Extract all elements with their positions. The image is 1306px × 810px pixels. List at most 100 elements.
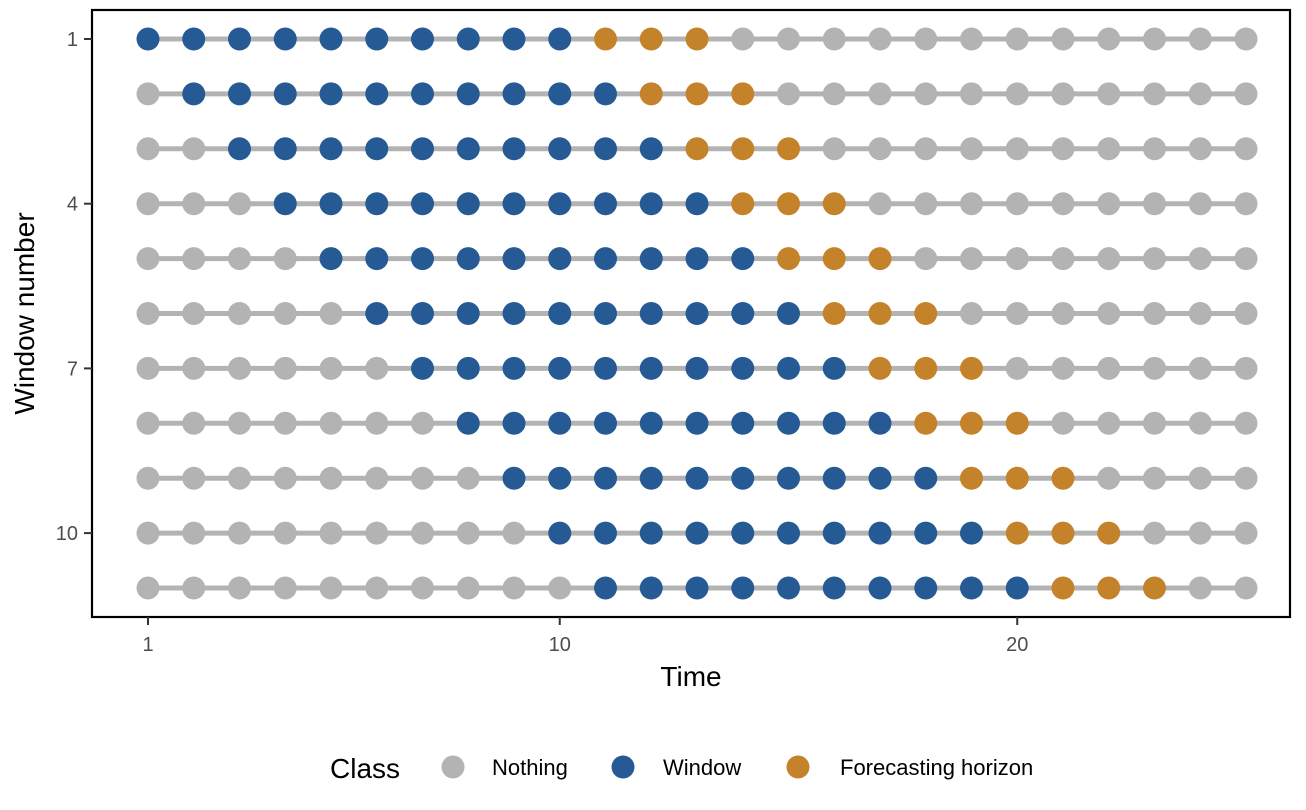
x-axis-ticks: 1 10 20	[142, 617, 1028, 656]
point-window	[548, 27, 572, 51]
point-window	[731, 356, 755, 380]
point-nothing	[1143, 27, 1166, 51]
point-forecasting-horizon	[639, 82, 663, 106]
point-forecasting-horizon	[1143, 576, 1166, 600]
point-window	[685, 192, 709, 216]
point-nothing	[1097, 82, 1121, 106]
point-nothing	[1188, 411, 1212, 435]
point-window	[365, 247, 389, 271]
point-nothing	[411, 576, 434, 600]
point-nothing	[822, 27, 846, 51]
point-forecasting-horizon	[1051, 521, 1075, 545]
point-nothing	[182, 356, 206, 380]
point-nothing	[273, 521, 297, 545]
point-nothing	[365, 466, 389, 490]
point-window	[456, 82, 480, 106]
data-points	[136, 27, 1258, 600]
point-window	[319, 247, 343, 271]
point-nothing	[502, 576, 526, 600]
point-window	[685, 466, 709, 490]
point-window	[182, 82, 206, 106]
point-window	[411, 356, 434, 380]
point-nothing	[1005, 302, 1029, 325]
point-nothing	[182, 192, 206, 216]
point-nothing	[960, 247, 983, 271]
legend-key-forecasting-horizon	[786, 755, 810, 779]
point-nothing	[228, 302, 251, 325]
point-window	[731, 411, 755, 435]
point-forecasting-horizon	[868, 356, 892, 380]
point-nothing	[1051, 137, 1075, 161]
legend-label-forecasting-horizon: Forecasting horizon	[840, 755, 1033, 780]
point-nothing	[1143, 411, 1166, 435]
point-window	[685, 356, 709, 380]
point-window	[548, 247, 572, 271]
point-nothing	[1005, 137, 1029, 161]
x-tick-label: 20	[1006, 634, 1028, 656]
point-forecasting-horizon	[822, 247, 846, 271]
point-window	[914, 466, 938, 490]
x-tick-label: 10	[549, 634, 571, 656]
point-nothing	[273, 247, 297, 271]
point-window	[548, 521, 572, 545]
point-window	[639, 302, 663, 325]
point-window	[228, 27, 251, 51]
point-forecasting-horizon	[777, 137, 800, 161]
point-forecasting-horizon	[685, 27, 709, 51]
point-window	[594, 302, 617, 325]
point-nothing	[1051, 192, 1075, 216]
point-window	[273, 27, 297, 51]
point-nothing	[365, 356, 389, 380]
point-window	[594, 192, 617, 216]
point-nothing	[182, 521, 206, 545]
y-tick-label: 10	[56, 523, 78, 545]
point-window	[548, 466, 572, 490]
point-nothing	[1097, 302, 1121, 325]
point-forecasting-horizon	[1097, 521, 1121, 545]
point-window	[594, 521, 617, 545]
point-nothing	[136, 521, 160, 545]
point-nothing	[136, 356, 160, 380]
point-forecasting-horizon	[914, 302, 938, 325]
legend: Class Nothing Window Forecasting horizon	[330, 753, 1033, 784]
point-window	[502, 302, 526, 325]
point-nothing	[1143, 466, 1166, 490]
point-nothing	[960, 82, 983, 106]
point-forecasting-horizon	[822, 302, 846, 325]
point-window	[548, 302, 572, 325]
point-window	[594, 576, 617, 600]
point-window	[456, 302, 480, 325]
point-window	[685, 302, 709, 325]
point-nothing	[1234, 247, 1258, 271]
point-nothing	[1234, 27, 1258, 51]
point-nothing	[365, 576, 389, 600]
point-window	[639, 411, 663, 435]
point-window	[411, 27, 434, 51]
point-nothing	[273, 302, 297, 325]
point-nothing	[1188, 192, 1212, 216]
legend-key-nothing	[441, 755, 465, 779]
point-nothing	[1188, 302, 1212, 325]
point-nothing	[868, 27, 892, 51]
point-nothing	[411, 411, 434, 435]
point-nothing	[777, 27, 800, 51]
point-window	[822, 576, 846, 600]
point-forecasting-horizon	[731, 192, 755, 216]
point-window	[319, 27, 343, 51]
point-forecasting-horizon	[1097, 576, 1121, 600]
point-nothing	[228, 192, 251, 216]
point-nothing	[1188, 137, 1212, 161]
point-nothing	[456, 521, 480, 545]
point-nothing	[319, 466, 343, 490]
point-window	[639, 521, 663, 545]
legend-label-window: Window	[663, 755, 741, 780]
legend-label-nothing: Nothing	[492, 755, 568, 780]
point-window	[365, 302, 389, 325]
point-nothing	[228, 466, 251, 490]
point-forecasting-horizon	[594, 27, 617, 51]
point-nothing	[182, 466, 206, 490]
point-nothing	[1097, 356, 1121, 380]
point-window	[502, 247, 526, 271]
point-window	[639, 247, 663, 271]
